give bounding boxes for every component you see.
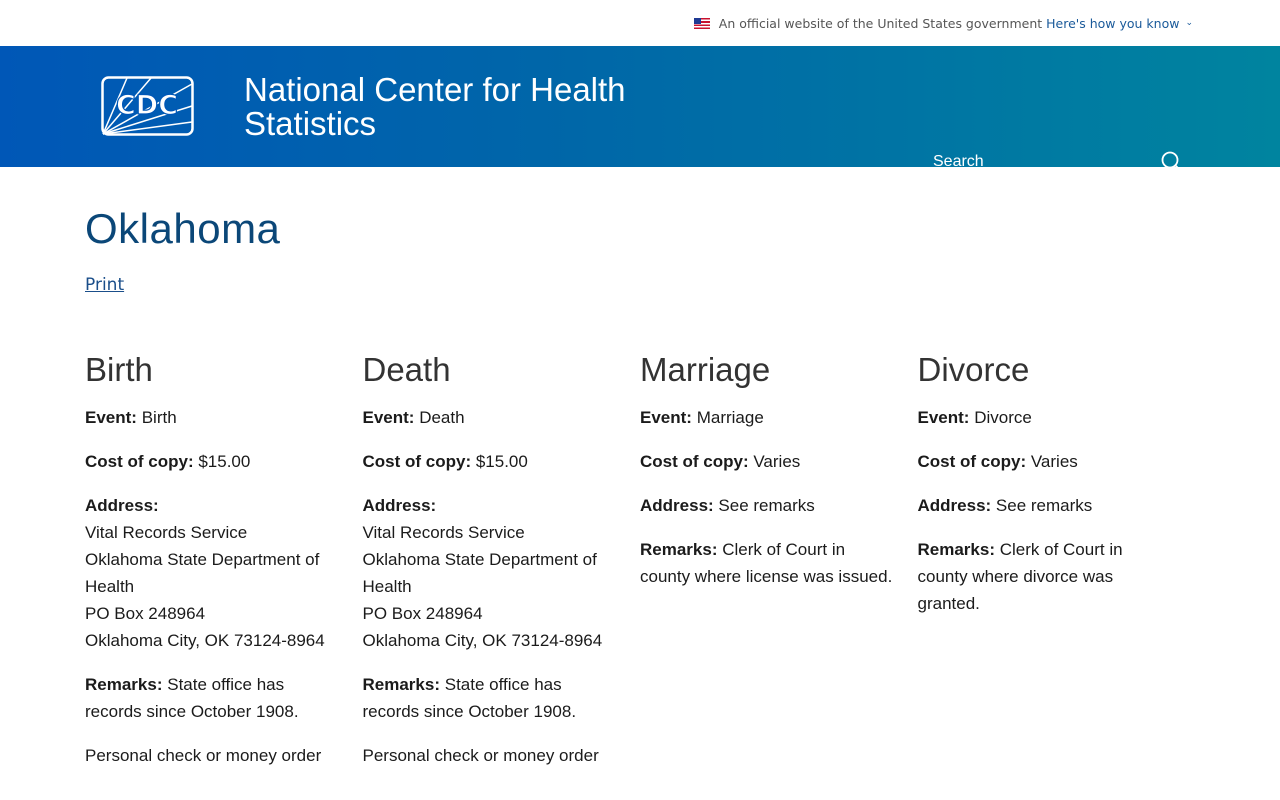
field-label: Cost of copy: xyxy=(917,452,1027,471)
record-field: Event: Death xyxy=(363,404,616,431)
address-line: Oklahoma City, OK 73124-8964 xyxy=(362,631,603,650)
field-label: Event: xyxy=(362,408,415,427)
field-value: Varies xyxy=(753,452,801,471)
address-line: Oklahoma State Department of Health xyxy=(362,550,597,596)
record-column-divorce: Divorce Event: Divorce Cost of copy: Varie… xyxy=(918,350,1196,786)
field-label: Address: xyxy=(917,496,992,515)
field-value: See remarks xyxy=(718,496,815,515)
field-value: See remarks xyxy=(995,496,1093,515)
record-field: Cost of copy: Varies xyxy=(918,448,1171,475)
record-field: Address: Vital Records Service Oklahoma St… xyxy=(85,492,338,654)
search-box xyxy=(919,138,1195,187)
field-label: Remarks: xyxy=(917,540,996,559)
record-field: Remarks: State office has records since … xyxy=(85,671,338,725)
cdc-logo[interactable]: CDC xyxy=(101,76,194,136)
gov-banner-text: An official website of the United States… xyxy=(718,15,1043,31)
field-value: $15.00 xyxy=(475,452,528,471)
record-field: Address: See remarks xyxy=(918,492,1171,519)
column-heading: Marriage xyxy=(640,351,771,388)
record-field: Address: See remarks xyxy=(640,492,893,519)
address-line: Oklahoma City, OK 73124-8964 xyxy=(85,631,325,650)
chevron-down-icon[interactable]: ⌄ xyxy=(1185,18,1193,28)
address-line: PO Box 248964 xyxy=(362,604,483,623)
address-line: Vital Records Service xyxy=(85,523,248,542)
field-value: Clerk of Court in county where license w… xyxy=(640,540,893,586)
field-label: Cost of copy: xyxy=(640,452,749,471)
record-field: Address: Vital Records Service Oklahoma St… xyxy=(363,492,616,654)
site-title-line1: National Center for Health xyxy=(244,71,626,108)
field-value: Clerk of Court in county where divorce w… xyxy=(917,540,1123,613)
record-column-death: Death Event: Death Cost of copy: $15.00 Add… xyxy=(363,350,641,786)
record-field: Remarks: Clerk of Court in county where … xyxy=(640,536,893,590)
record-field: Remarks: Clerk of Court in county where … xyxy=(918,536,1171,617)
record-field: Cost of copy: $15.00 xyxy=(363,448,616,475)
field-value: State office has records since October 1… xyxy=(85,675,299,721)
records-columns: Birth Event: Birth Cost of copy: $15.00 Add… xyxy=(85,350,1195,786)
field-value: Birth xyxy=(141,408,177,427)
address-line: PO Box 248964 xyxy=(85,604,206,623)
record-column-birth: Birth Event: Birth Cost of copy: $15.00 Add… xyxy=(85,350,363,786)
site-header: CDC National Center for Health Statistic… xyxy=(0,46,1280,187)
field-label: Event: xyxy=(917,408,970,427)
page-title: Oklahoma xyxy=(85,205,281,252)
us-flag-icon xyxy=(693,17,710,29)
field-value: Personal check or money order xyxy=(85,746,322,765)
site-title[interactable]: National Center for Health Statistics xyxy=(244,73,626,141)
field-label: Remarks: xyxy=(85,675,163,694)
field-label: Remarks: xyxy=(640,540,718,559)
column-heading: Birth xyxy=(85,351,153,388)
field-label: Address: xyxy=(362,496,437,515)
print-link[interactable]: Print xyxy=(85,275,125,295)
record-field: Event: Marriage xyxy=(640,404,893,431)
record-field: Remarks: State office has records since … xyxy=(363,671,616,725)
field-value: Varies xyxy=(1030,452,1078,471)
field-label: Event: xyxy=(640,408,692,427)
site-title-line2: Statistics xyxy=(244,105,377,142)
field-value: $15.00 xyxy=(198,452,251,471)
field-value: State office has records since October 1… xyxy=(362,675,577,721)
gov-banner: An official website of the United States… xyxy=(0,0,1280,46)
search-icon[interactable] xyxy=(1161,151,1183,173)
field-value: Divorce xyxy=(974,408,1032,427)
column-heading: Death xyxy=(362,351,451,388)
field-label: Remarks: xyxy=(362,675,441,694)
field-label: Cost of copy: xyxy=(362,452,472,471)
record-field: Event: Divorce xyxy=(918,404,1171,431)
record-field: Cost of copy: Varies xyxy=(640,448,893,475)
record-field: Personal check or money order xyxy=(363,742,616,769)
record-field: Personal check or money order xyxy=(85,742,338,769)
address-line: Oklahoma State Department of Health xyxy=(85,550,320,596)
field-value: Death xyxy=(419,408,465,427)
field-label: Event: xyxy=(85,408,137,427)
field-value: Personal check or money order xyxy=(362,746,599,765)
field-label: Address: xyxy=(85,496,159,515)
field-label: Address: xyxy=(640,496,714,515)
field-label: Cost of copy: xyxy=(85,452,194,471)
record-field: Event: Birth xyxy=(85,404,338,431)
search-input[interactable] xyxy=(933,153,1133,171)
svg-text:CDC: CDC xyxy=(116,90,178,121)
record-field: Cost of copy: $15.00 xyxy=(85,448,338,475)
field-value: Marriage xyxy=(696,408,764,427)
heres-how-you-know-link[interactable]: Here's how you know xyxy=(1046,15,1180,31)
column-heading: Divorce xyxy=(917,351,1030,388)
address-line: Vital Records Service xyxy=(362,523,525,542)
record-column-marriage: Marriage Event: Marriage Cost of copy: Var… xyxy=(640,350,918,786)
